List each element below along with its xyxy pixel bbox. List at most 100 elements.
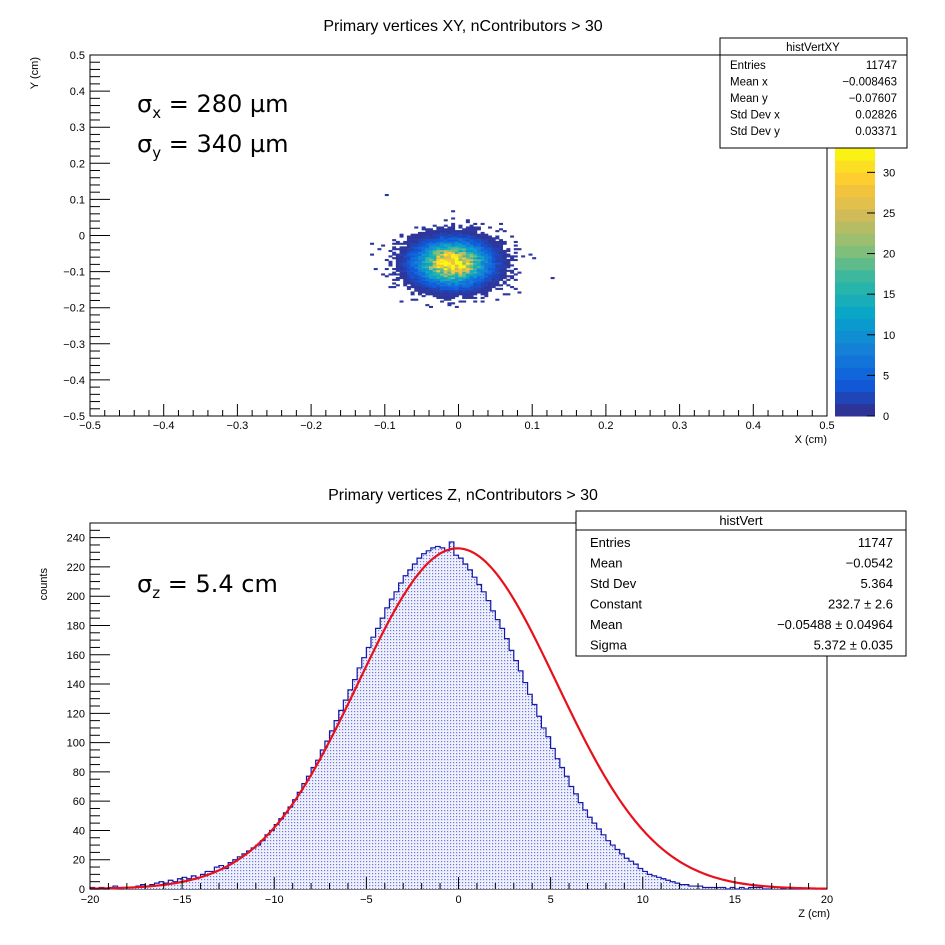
histogram-bar xyxy=(306,776,312,889)
heatmap-cell xyxy=(414,255,419,258)
heatmap-cell xyxy=(484,233,489,236)
heatmap-cell xyxy=(465,275,470,278)
heatmap-cell xyxy=(454,251,459,254)
z-title: Primary vertices Z, nContributors > 30 xyxy=(328,487,598,504)
colorbar-tick-label: 15 xyxy=(883,289,895,301)
heatmap-cell xyxy=(440,295,445,298)
heatmap-cell xyxy=(440,280,445,283)
xy-title: Primary vertices XY, nContributors > 30 xyxy=(323,18,602,35)
heatmap-cell xyxy=(465,293,470,296)
heatmap-cell xyxy=(392,257,397,260)
heatmap-cell xyxy=(417,255,422,258)
heatmap-cell xyxy=(451,280,456,283)
heatmap-cell xyxy=(388,262,393,265)
heatmap-cell xyxy=(421,240,426,244)
heatmap-cell xyxy=(406,248,411,251)
heatmap-cell xyxy=(425,231,430,234)
heatmap-cell xyxy=(499,244,504,247)
heatmap-cell xyxy=(443,286,448,289)
heatmap-cell xyxy=(458,284,463,287)
heatmap-cell xyxy=(429,253,434,256)
heatmap-cell xyxy=(502,282,507,285)
heatmap-cell xyxy=(384,193,389,197)
colorbar-band xyxy=(835,160,875,173)
heatmap-cell xyxy=(484,284,489,287)
histogram-bar xyxy=(186,878,192,889)
heatmap-cell xyxy=(440,255,445,258)
heatmap-cell xyxy=(421,244,426,247)
heatmap-cell xyxy=(458,251,463,254)
heatmap-cell xyxy=(487,286,492,289)
heatmap-cell xyxy=(495,273,500,276)
heatmap-cell xyxy=(495,287,500,290)
histogram-bar xyxy=(633,864,639,889)
heatmap-cell xyxy=(440,226,445,229)
heatmap-cell xyxy=(414,239,419,242)
x-tick-label: 20 xyxy=(821,894,833,906)
heatmap-cell xyxy=(454,230,459,233)
heatmap-cell xyxy=(513,251,518,254)
heatmap-cell xyxy=(469,264,474,267)
z-x-axis: −20 −15 −10 −5 0 5 10 15 20 xyxy=(81,877,833,906)
x-tick-label: 10 xyxy=(637,894,649,906)
heatmap-cell xyxy=(443,258,448,262)
y-tick-label: −0.5 xyxy=(63,411,85,423)
heatmap-cell xyxy=(443,248,448,251)
heatmap-cell xyxy=(443,249,448,253)
heatmap-cell xyxy=(425,269,430,272)
histogram-bar xyxy=(366,647,372,889)
heatmap-cell xyxy=(473,269,478,272)
heatmap-cell xyxy=(462,228,467,231)
heatmap-cell xyxy=(443,233,448,236)
heatmap-cell xyxy=(484,258,489,262)
heatmap-cell xyxy=(440,278,445,281)
histogram-bar xyxy=(375,628,381,889)
heatmap-cell xyxy=(447,278,452,281)
heatmap-cell xyxy=(491,253,496,256)
xy-panel: Primary vertices XY, nContributors > 30 … xyxy=(29,18,908,446)
heatmap-cell xyxy=(462,262,467,265)
heatmap-cell xyxy=(447,230,452,233)
heatmap-cell xyxy=(499,269,504,272)
histogram-bar xyxy=(665,880,671,889)
heatmap-cell xyxy=(429,286,434,289)
heatmap-cell xyxy=(484,291,489,294)
heatmap-cell xyxy=(462,260,467,263)
heatmap-cell xyxy=(436,242,441,245)
heatmap-cell xyxy=(440,262,445,265)
histogram-bar xyxy=(518,670,524,889)
heatmap-cell xyxy=(499,266,504,269)
heatmap-cell xyxy=(502,269,507,272)
heatmap-cell xyxy=(417,271,422,274)
heatmap-cell xyxy=(443,295,448,298)
heatmap-cell xyxy=(414,277,419,280)
heatmap-cell xyxy=(410,266,415,269)
heatmap-cell xyxy=(495,237,500,240)
heatmap-cell xyxy=(417,257,422,260)
heatmap-cell xyxy=(473,284,478,287)
heatmap-cell xyxy=(462,242,467,245)
heatmap-cell xyxy=(425,258,430,262)
heatmap-cell xyxy=(417,242,422,245)
heatmap-cell xyxy=(480,273,485,276)
x-tick-label: −0.1 xyxy=(374,420,396,432)
heatmap-cell xyxy=(462,244,467,247)
histogram-bar xyxy=(426,550,432,889)
histogram-bar xyxy=(205,871,210,889)
heatmap-cell xyxy=(447,280,452,283)
heatmap-cell xyxy=(410,240,415,244)
heatmap-cell xyxy=(465,246,470,249)
heatmap-cell xyxy=(499,284,504,287)
heatmap-cell xyxy=(469,277,474,280)
heatmap-cell xyxy=(465,226,470,229)
heatmap-cell xyxy=(484,271,489,274)
heatmap-cell xyxy=(447,258,452,262)
heatmap-cell xyxy=(440,251,445,254)
histogram-bar xyxy=(301,783,307,889)
heatmap-cell xyxy=(443,228,448,231)
heatmap-cell xyxy=(414,282,419,285)
heatmap-cell xyxy=(436,262,441,265)
heatmap-cell xyxy=(476,291,481,294)
stats-row-value: 0.02826 xyxy=(855,110,897,122)
heatmap-cell xyxy=(432,269,437,272)
